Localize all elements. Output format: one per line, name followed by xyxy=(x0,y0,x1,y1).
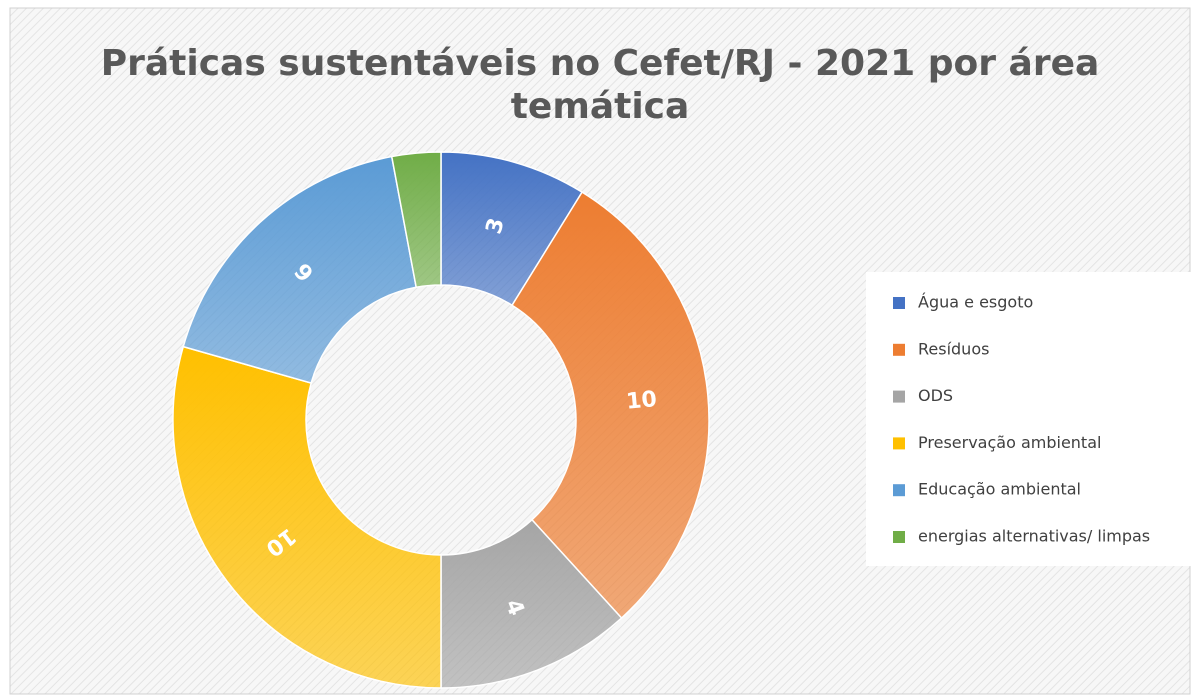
donut-slice xyxy=(511,191,710,620)
legend-swatch xyxy=(893,297,905,309)
legend-label: Preservação ambiental xyxy=(918,433,1101,452)
chart-title: Práticas sustentáveis no Cefet/RJ - 2021… xyxy=(101,43,1100,127)
legend-swatch xyxy=(893,437,905,450)
donut-slice xyxy=(182,155,418,384)
legend-swatch xyxy=(893,343,905,356)
legend-label: energias alternativas/ limpas xyxy=(918,527,1150,546)
legend-label: Educação ambiental xyxy=(918,480,1081,499)
legend-swatch xyxy=(893,484,905,497)
data-label: 10 xyxy=(625,387,658,415)
legend-label: Água e esgoto xyxy=(918,293,1033,312)
donut-slice xyxy=(390,151,442,289)
legend-swatch xyxy=(893,390,905,403)
legend-label: Resíduos xyxy=(918,339,989,358)
legend-box xyxy=(866,272,1192,566)
donut-slice xyxy=(172,345,442,689)
data-label: 3 xyxy=(482,215,510,237)
legend-label: ODS xyxy=(918,386,953,405)
legend-swatch xyxy=(893,531,905,543)
